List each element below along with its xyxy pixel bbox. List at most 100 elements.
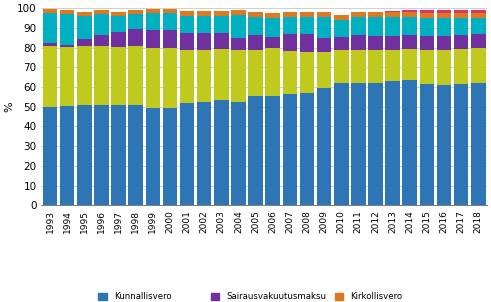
Bar [420,10,434,13]
Bar [266,13,280,18]
Bar [94,35,109,46]
Bar [420,84,434,205]
Bar [163,9,177,13]
Bar [385,81,400,205]
Bar [145,48,160,108]
Bar [43,43,57,46]
Bar [94,105,109,205]
Bar [128,46,143,105]
Bar [403,80,417,205]
Bar [334,20,349,37]
Bar [94,46,109,105]
Bar [436,18,451,36]
Bar [300,93,314,205]
Bar [334,15,349,20]
Bar [317,17,331,38]
Bar [231,102,246,205]
Bar [420,50,434,84]
Bar [248,12,263,17]
Bar [300,17,314,34]
Bar [368,83,383,205]
Bar [231,50,246,102]
Bar [163,108,177,205]
Bar [214,49,229,100]
Bar [214,100,229,205]
Bar [231,10,246,15]
Bar [282,17,297,34]
Bar [300,52,314,93]
Bar [471,10,486,13]
Bar [111,32,126,47]
Bar [214,11,229,16]
Bar [266,96,280,205]
Bar [351,17,366,35]
Bar [454,84,468,205]
Bar [317,12,331,17]
Bar [368,12,383,17]
Bar [454,18,468,35]
Bar [471,34,486,48]
Bar [385,36,400,50]
Bar [111,47,126,105]
Bar [300,12,314,17]
Bar [266,37,280,48]
Bar [282,34,297,50]
Bar [77,16,91,39]
Bar [163,30,177,48]
Bar [180,11,194,16]
Bar [334,37,349,50]
Bar [248,50,263,96]
Bar [145,13,160,30]
Bar [77,105,91,205]
Bar [351,50,366,83]
Bar [231,38,246,50]
Bar [266,18,280,37]
Bar [163,13,177,30]
Bar [266,48,280,96]
Bar [351,35,366,50]
Bar [471,18,486,34]
Bar [282,12,297,17]
Bar [60,10,75,14]
Bar [436,85,451,205]
Bar [436,13,451,18]
Bar [145,30,160,48]
Bar [471,48,486,83]
Bar [60,14,75,45]
Bar [197,50,212,102]
Bar [471,83,486,205]
Bar [436,50,451,85]
Bar [111,105,126,205]
Bar [368,50,383,83]
Bar [368,36,383,50]
Bar [128,10,143,14]
Bar [317,88,331,205]
Bar [454,49,468,84]
Bar [180,103,194,205]
Bar [111,16,126,32]
Bar [214,16,229,33]
Bar [420,36,434,50]
Bar [385,17,400,36]
Bar [214,33,229,49]
Bar [403,12,417,17]
Bar [282,94,297,205]
Bar [111,12,126,16]
Bar [317,52,331,88]
Bar [77,39,91,46]
Bar [403,49,417,80]
Bar [128,29,143,46]
Bar [94,14,109,35]
Bar [43,9,57,13]
Bar [77,46,91,105]
Bar [436,36,451,50]
Bar [248,96,263,205]
Bar [60,45,75,47]
Bar [231,15,246,38]
Bar [180,33,194,50]
Bar [197,16,212,33]
Bar [385,12,400,17]
Bar [454,13,468,18]
Bar [77,12,91,16]
Bar [403,35,417,49]
